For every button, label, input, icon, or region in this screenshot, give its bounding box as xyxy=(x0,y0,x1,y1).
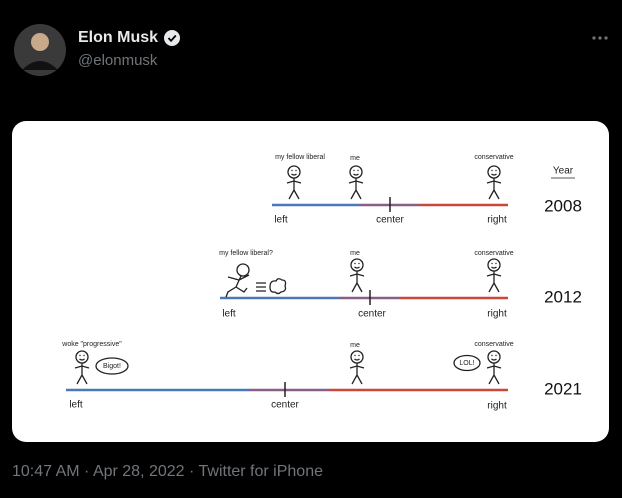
left-label: left xyxy=(274,215,288,226)
figure-label: woke "progressive" xyxy=(61,341,122,348)
running-figure xyxy=(225,263,287,298)
avatar-face xyxy=(31,33,49,51)
more-menu[interactable] xyxy=(592,36,608,40)
figure-label: conservative xyxy=(474,341,513,348)
right-label: right xyxy=(487,401,507,412)
figure-label: my fellow liberal xyxy=(275,154,325,161)
year-label: 2021 xyxy=(544,379,582,398)
center-label: center xyxy=(271,400,299,411)
bubble-text: LOL! xyxy=(459,360,474,367)
figure-label: conservative xyxy=(474,250,513,257)
speech-bubble xyxy=(95,357,129,375)
center-label: center xyxy=(358,309,386,320)
avatar-body xyxy=(22,61,58,70)
figure-label: my fellow liberal? xyxy=(219,250,273,257)
left-label: left xyxy=(222,309,236,320)
year-header: Year xyxy=(553,166,574,177)
right-label: right xyxy=(487,309,507,320)
year-label: 2012 xyxy=(544,287,582,306)
tweet-meta[interactable]: 10:47 AM · Apr 28, 2022 · Twitter for iP… xyxy=(12,463,323,480)
speech-bubble xyxy=(453,354,481,372)
figure-label: me xyxy=(350,342,360,349)
figure-label: me xyxy=(350,250,360,257)
center-label: center xyxy=(376,215,404,226)
figure-label: conservative xyxy=(474,154,513,161)
bubble-text: Bigot! xyxy=(103,363,121,370)
year-label: 2008 xyxy=(544,196,582,215)
right-label: right xyxy=(487,215,507,226)
image-card[interactable] xyxy=(12,121,609,442)
author-name[interactable]: Elon Musk xyxy=(78,29,158,46)
figure-label: me xyxy=(350,155,360,162)
author-handle[interactable]: @elonmusk xyxy=(78,52,158,69)
left-label: left xyxy=(69,400,83,411)
verified-badge xyxy=(164,30,180,46)
